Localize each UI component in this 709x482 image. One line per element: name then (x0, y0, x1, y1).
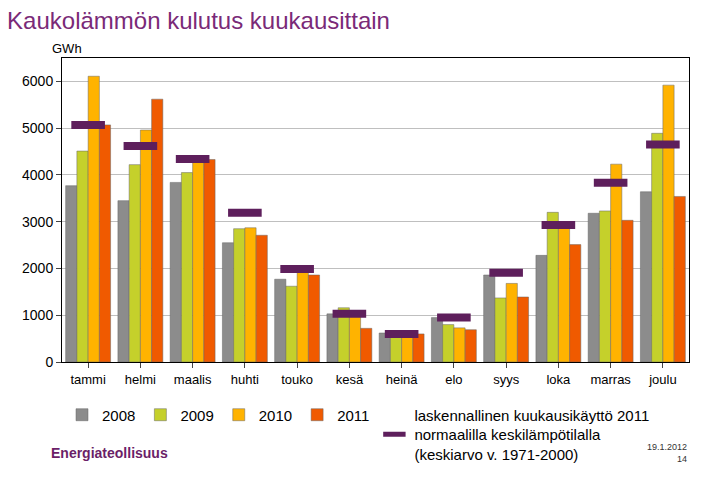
svg-text:helmi: helmi (125, 372, 156, 387)
svg-text:2008: 2008 (102, 407, 135, 424)
svg-text:2011: 2011 (337, 407, 369, 424)
svg-text:marras: marras (590, 372, 631, 387)
svg-text:6000: 6000 (22, 73, 53, 89)
svg-text:0: 0 (45, 354, 53, 370)
svg-text:2009: 2009 (180, 407, 213, 424)
svg-text:elo: elo (445, 372, 462, 387)
svg-text:heinä: heinä (386, 372, 419, 387)
svg-text:Energiateollisuus: Energiateollisuus (51, 445, 168, 461)
svg-text:touko: touko (281, 372, 313, 387)
svg-text:3000: 3000 (22, 214, 53, 230)
svg-text:maalis: maalis (174, 372, 212, 387)
svg-text:4000: 4000 (22, 167, 53, 183)
svg-text:joulu: joulu (648, 372, 676, 387)
svg-text:huhti: huhti (231, 372, 259, 387)
svg-text:syys: syys (493, 372, 520, 387)
svg-text:tammi: tammi (70, 372, 106, 387)
svg-text:Kaukolämmön kulutus kuukausitt: Kaukolämmön kulutus kuukausittain (7, 7, 390, 34)
svg-text:2010: 2010 (259, 407, 292, 424)
svg-text:1000: 1000 (22, 307, 53, 323)
svg-text:laskennallinen kuukausikäyttö: laskennallinen kuukausikäyttö 2011normaa… (414, 407, 649, 463)
svg-text:loka: loka (546, 372, 571, 387)
svg-text:5000: 5000 (22, 120, 53, 136)
svg-text:2000: 2000 (22, 260, 53, 276)
svg-text:GWh: GWh (52, 41, 82, 56)
svg-text:19.1.201214: 19.1.201214 (647, 442, 687, 464)
svg-text:kesä: kesä (336, 372, 364, 387)
